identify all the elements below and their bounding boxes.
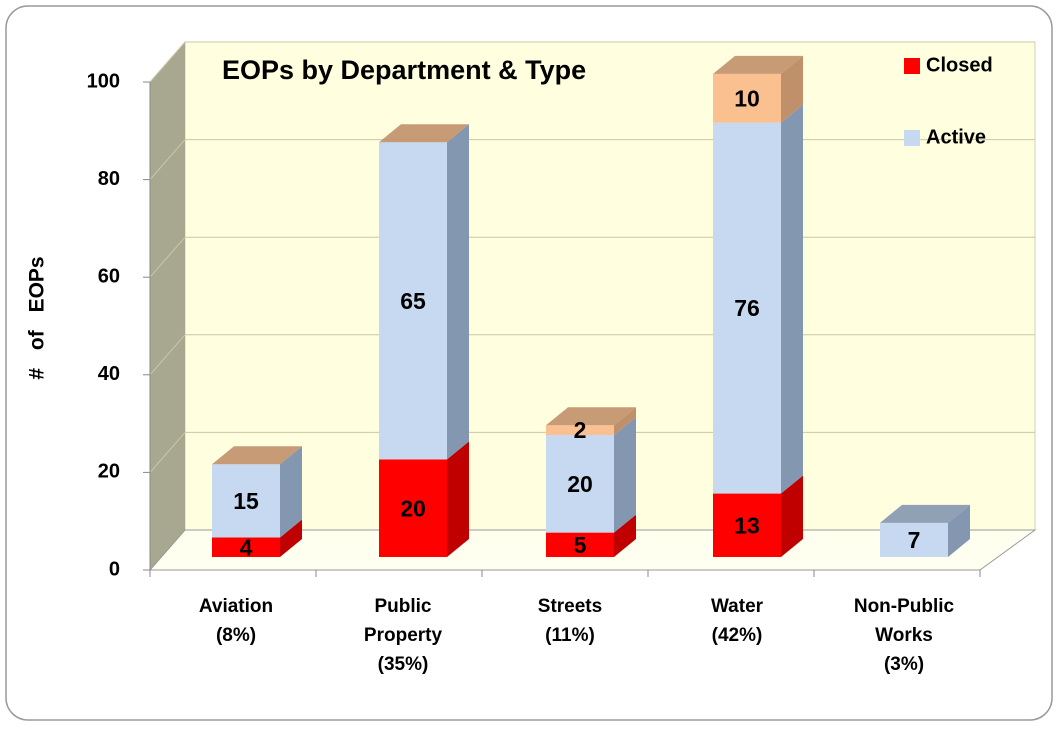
y-tick-label: 20 bbox=[98, 461, 120, 483]
data-label: 4 bbox=[240, 534, 253, 560]
bar bbox=[212, 537, 280, 557]
x-tick-label: Works bbox=[875, 625, 933, 646]
x-tick-label: (8%) bbox=[216, 625, 256, 646]
y-tick-label: 100 bbox=[87, 70, 120, 92]
chart-title: EOPs by Department & Type bbox=[222, 55, 586, 85]
y-tick-label: 0 bbox=[109, 558, 120, 580]
y-tick-label: 40 bbox=[98, 363, 120, 385]
data-label: 65 bbox=[400, 288, 426, 314]
bar-side bbox=[447, 441, 469, 557]
data-label: 20 bbox=[567, 471, 593, 497]
data-label: 7 bbox=[908, 527, 921, 553]
grid-line bbox=[149, 139, 186, 180]
x-tick-label: Water bbox=[711, 596, 764, 617]
bar-side bbox=[447, 124, 469, 460]
data-label: 76 bbox=[734, 295, 760, 321]
data-label: 2 bbox=[574, 417, 587, 443]
bar-side bbox=[614, 407, 636, 435]
x-tick-label: (11%) bbox=[545, 625, 595, 646]
bar bbox=[713, 493, 781, 557]
bar-side bbox=[280, 446, 302, 538]
bar bbox=[212, 464, 280, 538]
bar bbox=[379, 142, 447, 460]
bar-top bbox=[880, 504, 970, 523]
bar bbox=[713, 73, 781, 123]
x-tick-label: Aviation bbox=[199, 596, 273, 617]
bar-top bbox=[212, 446, 302, 465]
grid-line bbox=[149, 432, 186, 473]
x-tick-label: Non-Public bbox=[854, 596, 955, 617]
bar bbox=[546, 425, 614, 435]
x-tick-label: Streets bbox=[538, 596, 602, 617]
grid-line bbox=[149, 236, 186, 278]
grid-line bbox=[149, 334, 186, 376]
legend-swatch bbox=[904, 58, 920, 74]
legend-label: Active bbox=[926, 126, 986, 148]
side-wall bbox=[150, 42, 185, 570]
bar-side bbox=[781, 104, 803, 494]
bar bbox=[546, 435, 614, 533]
data-label: 10 bbox=[734, 85, 760, 111]
legend-swatch bbox=[904, 130, 920, 146]
data-label: 13 bbox=[734, 512, 760, 538]
bar-side bbox=[280, 519, 302, 557]
x-tick-label: (35%) bbox=[378, 654, 429, 675]
bar bbox=[379, 459, 447, 557]
bar-side bbox=[614, 417, 636, 533]
x-tick-label: (42%) bbox=[712, 625, 763, 646]
bar-side bbox=[614, 514, 636, 557]
x-tick-label: Property bbox=[364, 625, 443, 646]
y-tick-label: 80 bbox=[98, 168, 120, 190]
bar-top bbox=[546, 407, 636, 426]
x-tick-label: (3%) bbox=[884, 654, 924, 675]
legend-label: Closed bbox=[926, 54, 993, 76]
bar-side bbox=[781, 475, 803, 557]
y-axis-label: # of EOPs bbox=[26, 256, 49, 379]
bar bbox=[880, 522, 948, 557]
x-tick-label: Public bbox=[374, 596, 431, 617]
bar-top bbox=[713, 55, 803, 74]
bar bbox=[546, 532, 614, 557]
data-label: 20 bbox=[400, 495, 426, 521]
bar bbox=[713, 122, 781, 494]
bar-side bbox=[948, 504, 970, 557]
y-tick-label: 60 bbox=[98, 265, 120, 287]
data-label: 15 bbox=[233, 488, 259, 514]
bar-side bbox=[781, 55, 803, 123]
bar-top bbox=[379, 124, 469, 143]
data-label: 5 bbox=[574, 532, 587, 558]
grid-line bbox=[149, 41, 186, 83]
